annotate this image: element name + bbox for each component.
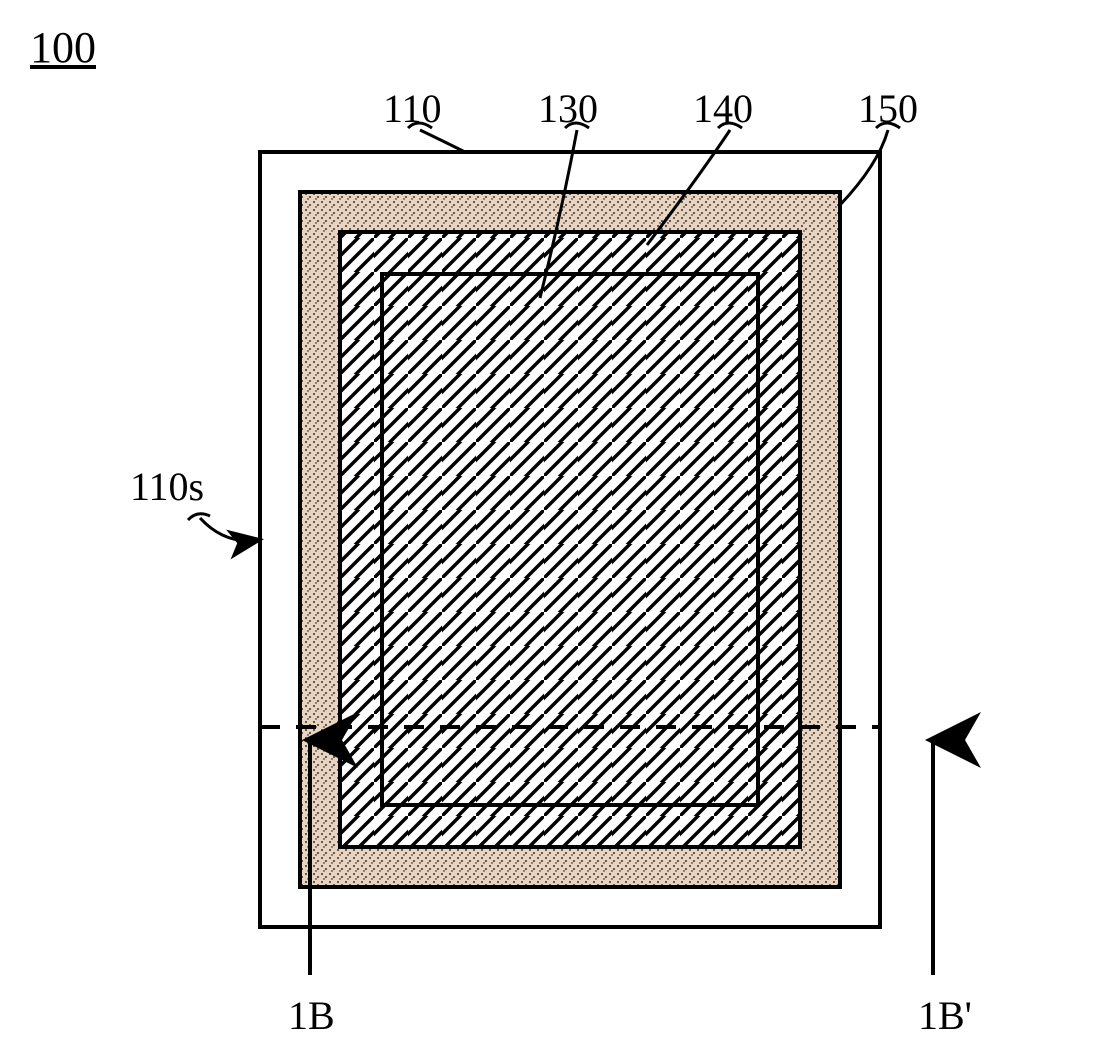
rect-140-fill [340,232,800,847]
leader-110s [200,518,258,541]
leader-tick-110 [408,123,432,128]
leader-110 [420,130,465,152]
leader-tick-140 [718,123,742,128]
diagram-svg [0,0,1096,1057]
leader-tick-130 [565,123,589,128]
diagram-container: 100 110 130 140 150 110s 1B 1B' [0,0,1096,1057]
leader-tick-150 [876,123,900,128]
